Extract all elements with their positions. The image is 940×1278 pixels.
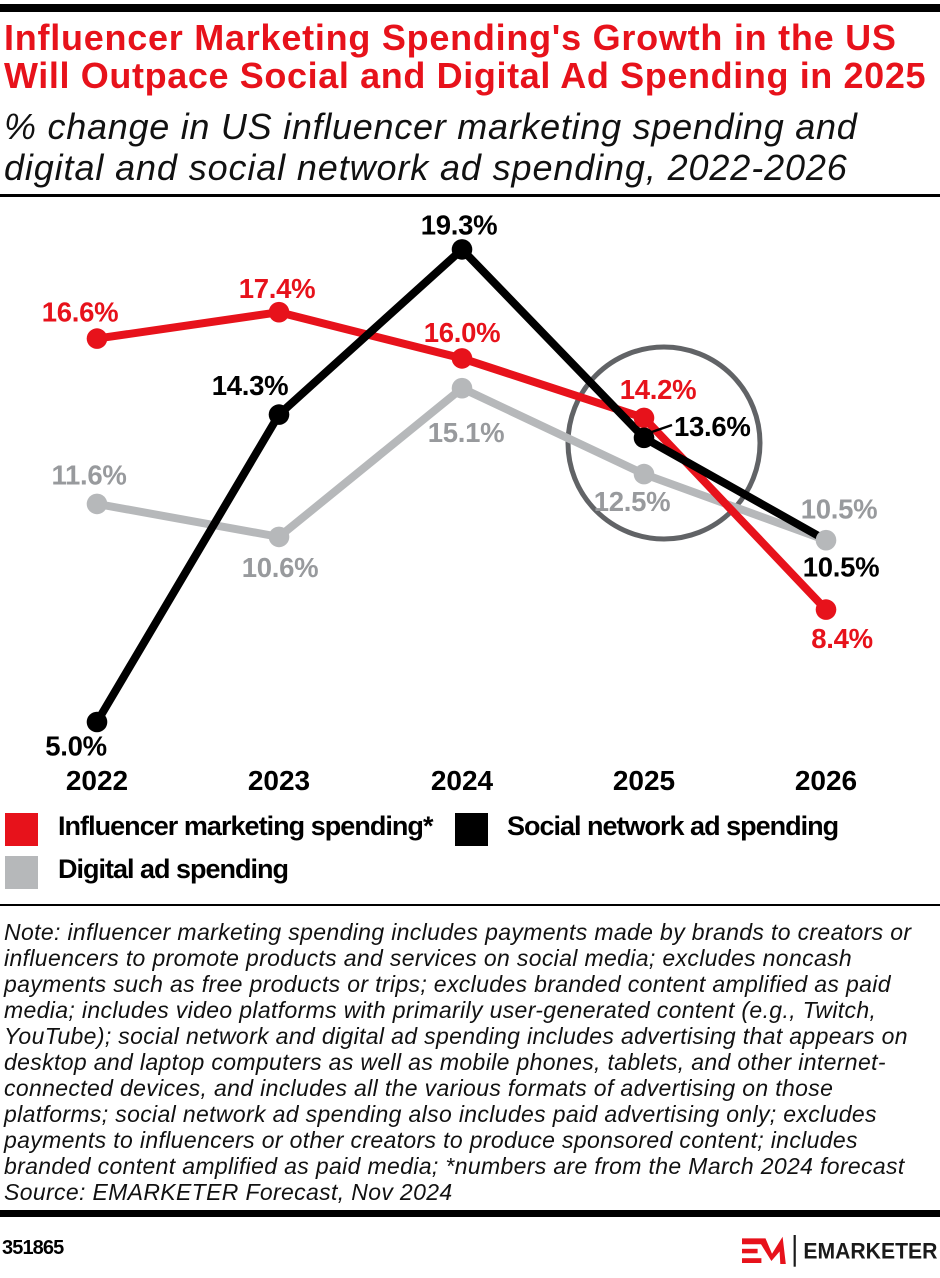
- svg-text:12.5%: 12.5%: [594, 486, 670, 517]
- svg-text:EMARKETER: EMARKETER: [803, 1238, 937, 1263]
- svg-text:16.0%: 16.0%: [424, 317, 500, 348]
- svg-text:10.5%: 10.5%: [801, 494, 877, 525]
- svg-text:13.6%: 13.6%: [674, 411, 750, 442]
- svg-text:2022: 2022: [66, 765, 128, 796]
- svg-text:10.5%: 10.5%: [803, 552, 879, 583]
- svg-text:16.6%: 16.6%: [42, 297, 118, 328]
- svg-text:11.6%: 11.6%: [52, 459, 127, 490]
- svg-text:14.3%: 14.3%: [212, 370, 288, 401]
- svg-text:17.4%: 17.4%: [239, 273, 315, 304]
- svg-text:2023: 2023: [248, 765, 310, 796]
- svg-text:15.1%: 15.1%: [428, 417, 504, 448]
- svg-text:2026: 2026: [795, 765, 857, 796]
- svg-text:8.4%: 8.4%: [811, 623, 872, 654]
- svg-text:10.6%: 10.6%: [242, 552, 318, 583]
- svg-text:2024: 2024: [431, 765, 494, 796]
- svg-text:14.2%: 14.2%: [620, 374, 696, 405]
- svg-text:5.0%: 5.0%: [45, 730, 106, 761]
- svg-text:19.3%: 19.3%: [421, 210, 497, 241]
- svg-text:2025: 2025: [613, 765, 675, 796]
